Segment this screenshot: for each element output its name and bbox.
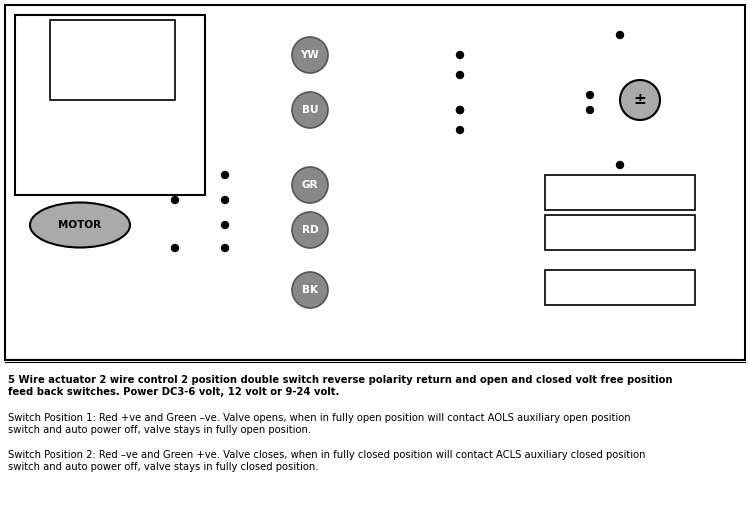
Circle shape bbox=[586, 91, 593, 99]
FancyBboxPatch shape bbox=[165, 160, 300, 315]
Text: OPEN: OPEN bbox=[500, 21, 532, 35]
Circle shape bbox=[620, 80, 660, 120]
Circle shape bbox=[292, 212, 328, 248]
Circle shape bbox=[172, 244, 178, 251]
Text: Control: Control bbox=[89, 49, 134, 61]
Circle shape bbox=[292, 272, 328, 308]
Text: Green: Green bbox=[332, 178, 368, 192]
Text: RD: RD bbox=[302, 225, 318, 235]
Text: BU: BU bbox=[302, 105, 318, 115]
Circle shape bbox=[292, 167, 328, 203]
Text: External electrical circuit: External electrical circuit bbox=[448, 341, 605, 355]
Text: ABV01S Actuator Circuit: ABV01S Actuator Circuit bbox=[84, 341, 226, 355]
Text: Switch Position 2: Red –ve and Green +ve. Valve closes, when in fully closed pos: Switch Position 2: Red –ve and Green +ve… bbox=[8, 450, 646, 472]
Circle shape bbox=[292, 37, 328, 73]
Text: AOLS: AOLS bbox=[604, 185, 637, 198]
Circle shape bbox=[292, 92, 328, 128]
Text: Yellow: Yellow bbox=[332, 49, 368, 61]
Circle shape bbox=[457, 106, 464, 113]
Circle shape bbox=[221, 244, 229, 251]
Circle shape bbox=[457, 52, 464, 58]
Text: Blue: Blue bbox=[332, 104, 358, 117]
Text: GR: GR bbox=[302, 180, 318, 190]
Text: Black: Black bbox=[332, 284, 364, 296]
Circle shape bbox=[457, 72, 464, 79]
Circle shape bbox=[457, 127, 464, 133]
FancyBboxPatch shape bbox=[50, 20, 175, 100]
Circle shape bbox=[221, 172, 229, 178]
Text: MOTOR: MOTOR bbox=[58, 220, 101, 230]
Circle shape bbox=[457, 106, 464, 113]
Circle shape bbox=[172, 197, 178, 203]
Text: ±: ± bbox=[634, 92, 646, 107]
Circle shape bbox=[221, 221, 229, 228]
Text: ─: ─ bbox=[601, 282, 608, 292]
Text: Earth: Earth bbox=[558, 281, 592, 293]
Text: CLOSE: CLOSE bbox=[500, 149, 538, 161]
Text: SW: SW bbox=[432, 83, 452, 97]
Circle shape bbox=[586, 106, 593, 113]
FancyBboxPatch shape bbox=[545, 175, 695, 210]
Text: YW: YW bbox=[301, 50, 320, 60]
FancyBboxPatch shape bbox=[415, 15, 735, 310]
FancyBboxPatch shape bbox=[545, 270, 695, 305]
Circle shape bbox=[616, 161, 623, 169]
FancyBboxPatch shape bbox=[15, 15, 205, 195]
Text: 5 Wire actuator 2 wire control 2 position double switch reverse polarity return : 5 Wire actuator 2 wire control 2 positio… bbox=[8, 375, 673, 397]
Text: OLS: OLS bbox=[238, 187, 260, 197]
Text: BK: BK bbox=[302, 285, 318, 295]
Ellipse shape bbox=[30, 202, 130, 247]
FancyBboxPatch shape bbox=[545, 215, 695, 250]
Text: Red: Red bbox=[332, 223, 354, 237]
Text: CLS: CLS bbox=[238, 235, 260, 245]
Circle shape bbox=[221, 197, 229, 203]
Text: Switch Position 1: Red +ve and Green –ve. Valve opens, when in fully open positi: Switch Position 1: Red +ve and Green –ve… bbox=[8, 413, 631, 434]
Circle shape bbox=[616, 32, 623, 38]
Text: ACLS: ACLS bbox=[604, 225, 636, 239]
FancyBboxPatch shape bbox=[5, 5, 745, 360]
